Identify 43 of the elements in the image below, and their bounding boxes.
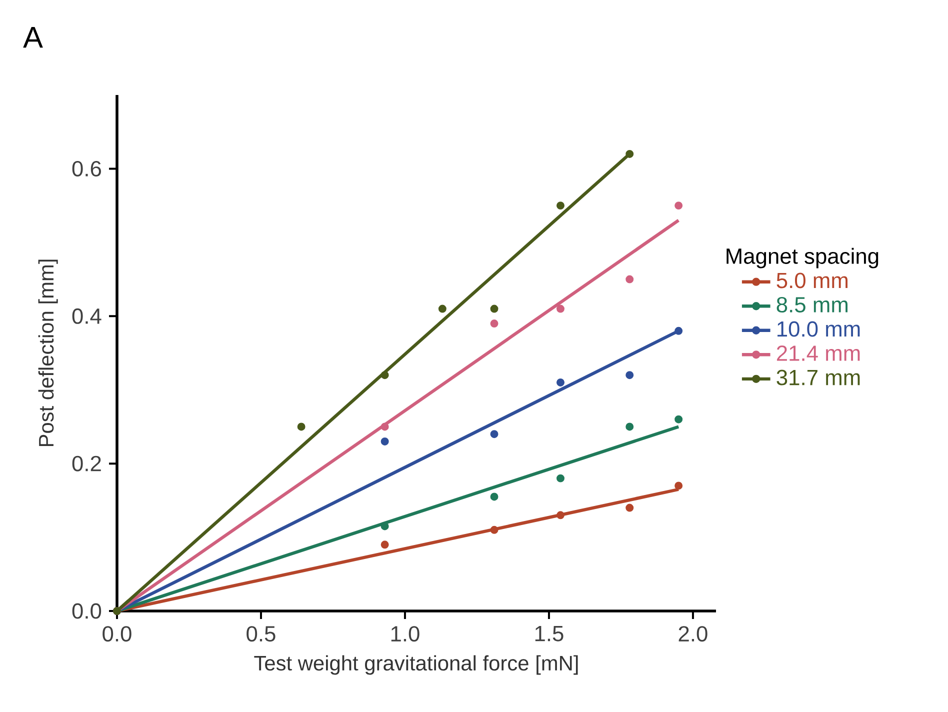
point — [490, 320, 498, 328]
y-tick-label: 0.6 — [72, 160, 101, 176]
point — [556, 378, 564, 386]
x-tick-label: 0.0 — [102, 626, 132, 642]
y-tick-label: 0.2 — [72, 456, 101, 472]
legend-label: 31.7 mm — [776, 370, 860, 386]
point — [380, 422, 389, 431]
point — [626, 275, 634, 284]
point — [556, 511, 564, 520]
point — [556, 304, 564, 313]
point — [674, 415, 683, 424]
point — [438, 304, 446, 313]
x-tick-label: 1.0 — [391, 626, 420, 642]
point — [380, 437, 389, 446]
point — [490, 526, 498, 534]
y-tick-label: 0.4 — [72, 308, 102, 324]
legend-label: 21.4 mm — [776, 346, 860, 361]
point — [674, 326, 683, 335]
point — [490, 430, 498, 438]
x-tick-label: 1.5 — [535, 626, 564, 642]
legend-label: 10.0 mm — [778, 321, 860, 337]
text: A — [23, 27, 43, 48]
point — [556, 202, 564, 210]
legend-label: 8.5 mm — [776, 296, 848, 312]
point — [297, 422, 306, 431]
point — [490, 304, 498, 313]
y-axis-title: Post deflection [mm] — [38, 260, 58, 446]
point — [490, 492, 498, 501]
point — [556, 474, 564, 482]
point — [674, 202, 683, 210]
x-tick-label: 2.0 — [678, 626, 708, 642]
y-tick-label: 0.0 — [72, 603, 102, 619]
point — [626, 371, 634, 380]
point — [626, 504, 634, 512]
legend-title: Magnet spacing — [726, 248, 878, 268]
point — [626, 150, 634, 158]
x-tick-label: 0.5 — [246, 626, 276, 642]
point — [380, 540, 389, 549]
point — [380, 371, 389, 380]
point — [674, 482, 683, 490]
point — [626, 422, 634, 431]
legend-label: 5.0 mm — [776, 272, 848, 288]
x-axis-title: Test weight gravitational force [mN] — [254, 655, 578, 675]
